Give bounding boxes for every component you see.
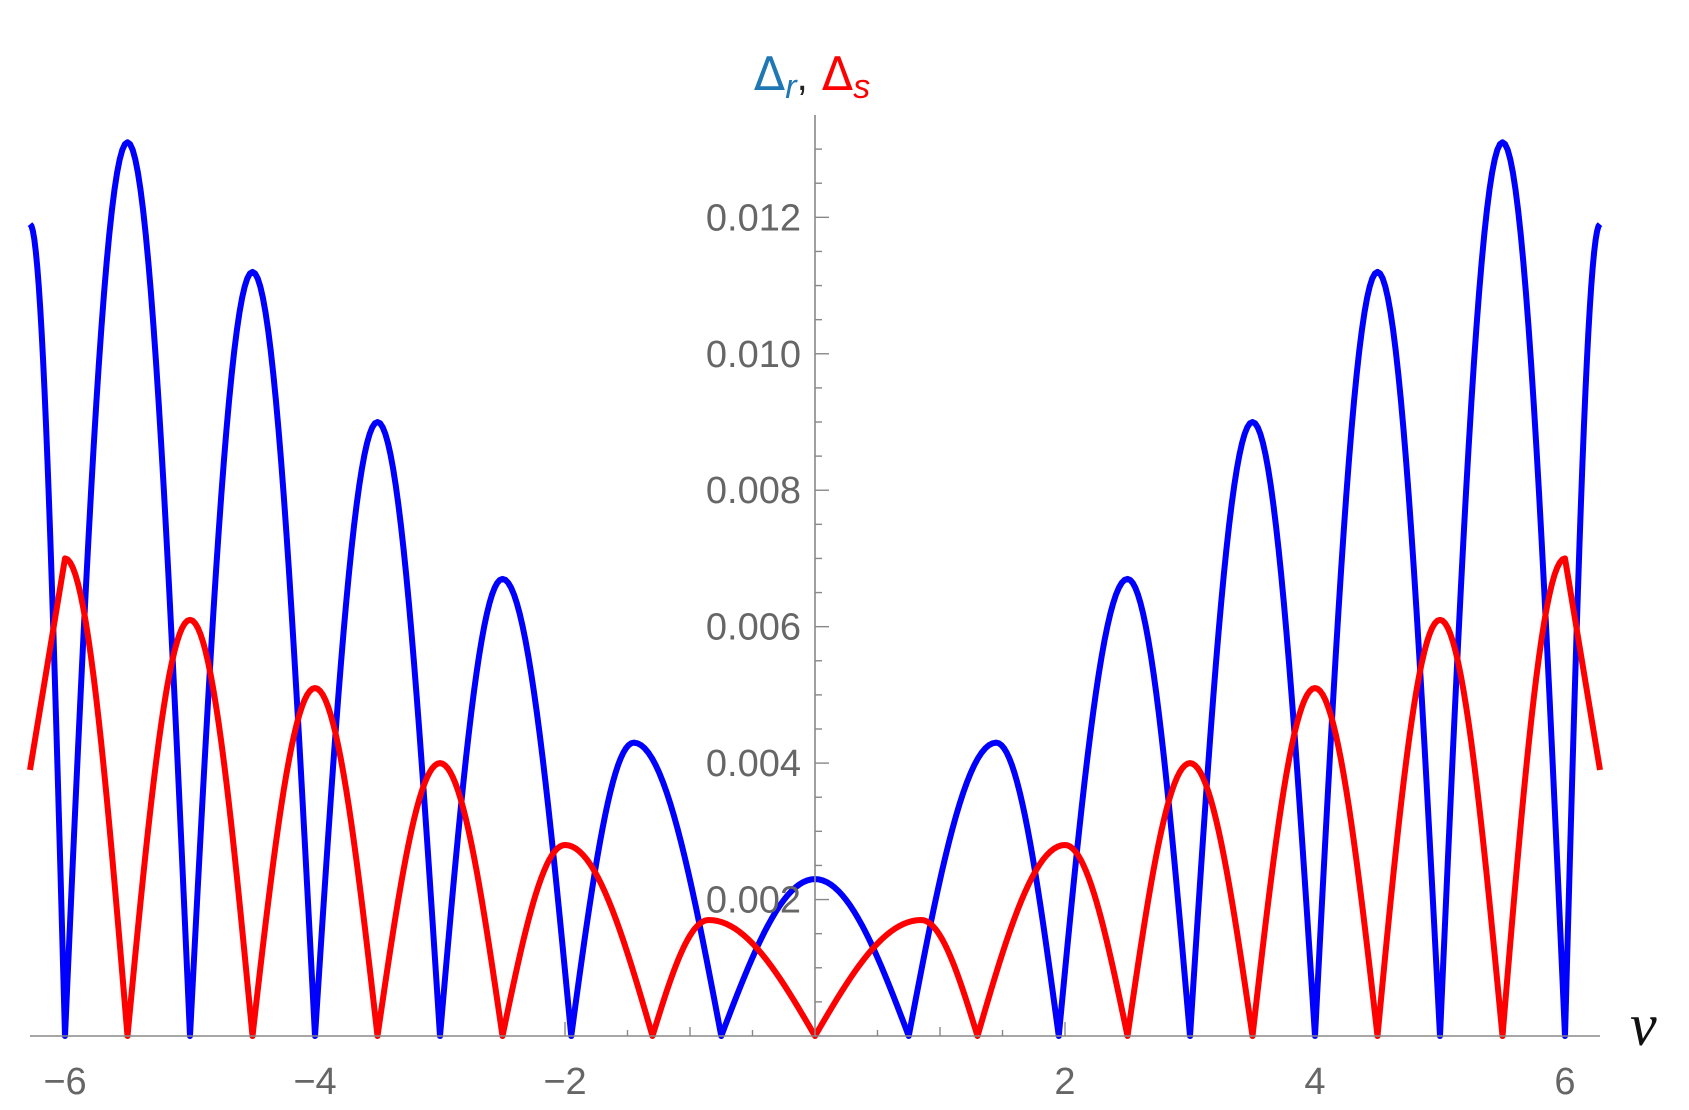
x-axis-label: ν	[1630, 992, 1657, 1058]
y-tick-label: 0.008	[706, 470, 801, 512]
x-tick-label: 4	[1304, 1061, 1325, 1103]
chart-title: Δr, Δs	[754, 47, 870, 106]
x-tick-label: 2	[1054, 1061, 1075, 1103]
y-tick-labels: 0.002 0.004 0.006 0.008 0.010 0.012	[706, 197, 801, 921]
x-tick-label: −4	[293, 1061, 336, 1103]
y-ticks	[815, 148, 829, 1003]
x-tick-label: −2	[543, 1061, 586, 1103]
y-tick-label: 0.012	[706, 197, 801, 239]
y-tick-label: 0.010	[706, 334, 801, 376]
title-separator: ,	[797, 55, 808, 99]
y-tick-label: 0.002	[706, 880, 801, 922]
y-tick-label: 0.006	[706, 607, 801, 649]
title-series2-subscript: s	[853, 68, 870, 106]
x-tick-label: 6	[1554, 1061, 1575, 1103]
title-series1-symbol: Δ	[754, 47, 786, 101]
y-tick-label: 0.004	[706, 743, 801, 785]
x-tick-labels: −6 −4 −2 2 4 6	[43, 1061, 1575, 1103]
x-tick-label: −6	[43, 1061, 86, 1103]
title-series2-symbol: Δ	[822, 47, 854, 101]
title-series1-subscript: r	[785, 68, 798, 106]
